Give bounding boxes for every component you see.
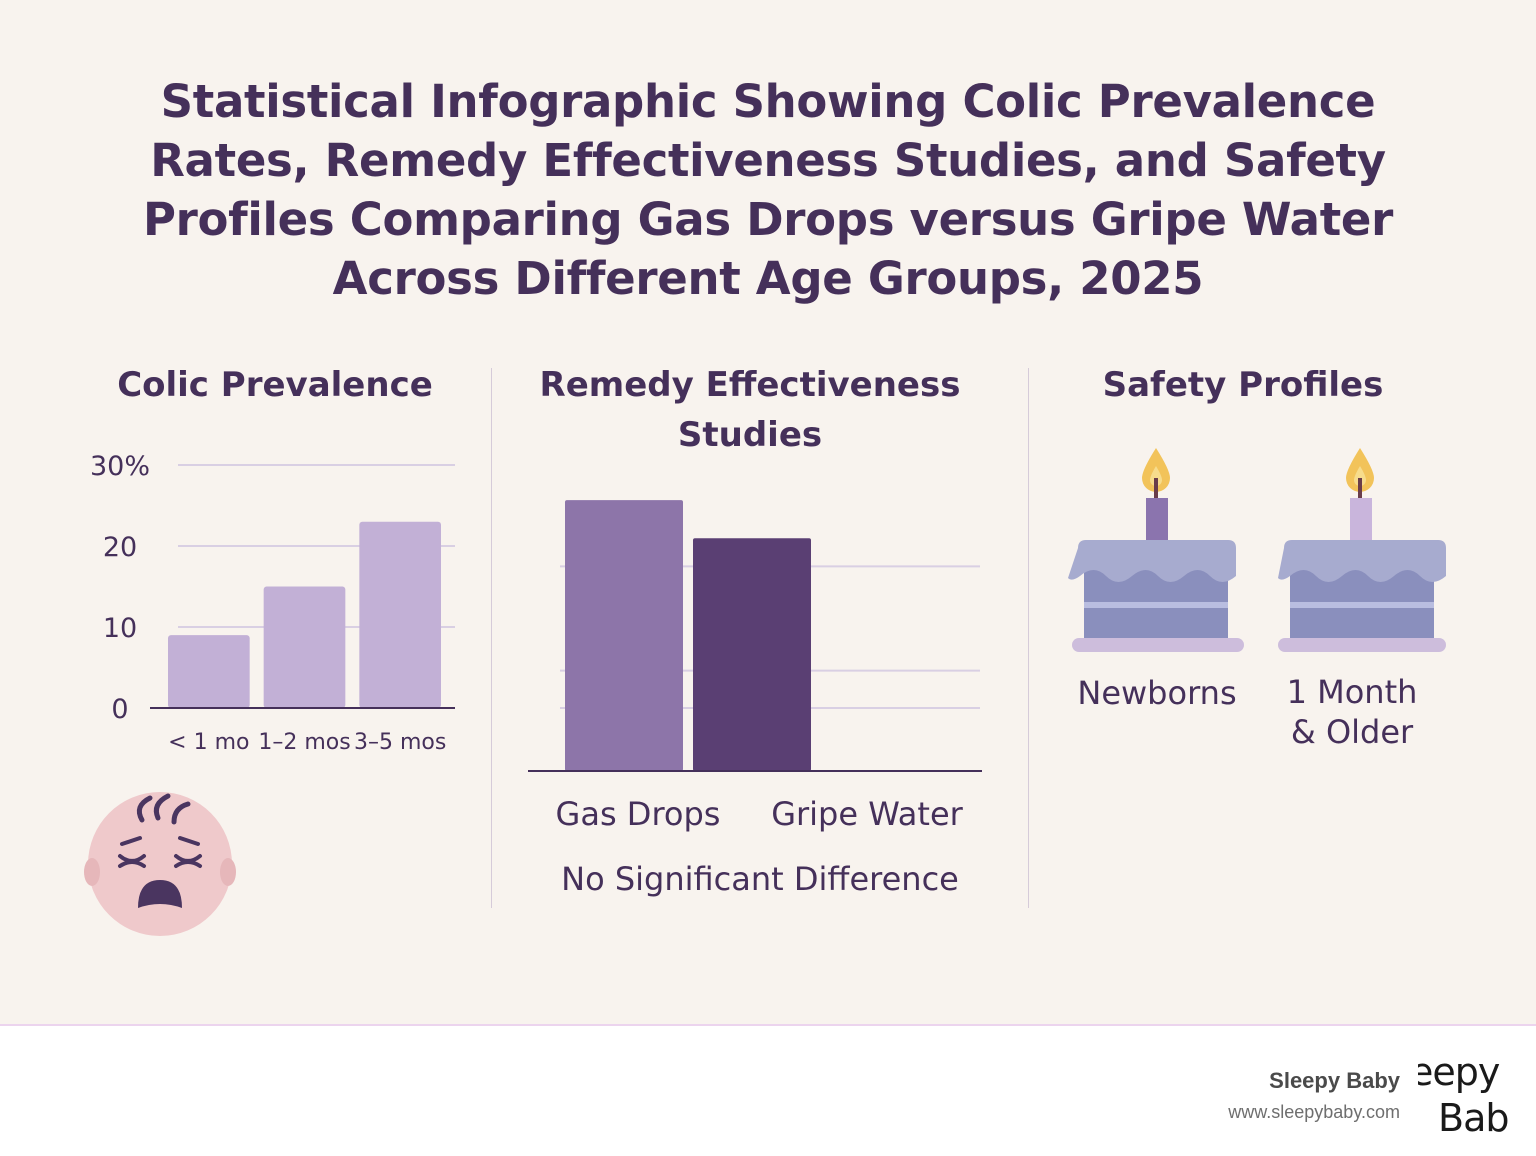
footer: Sleepy Baby www.sleepybaby.com eepy Bab bbox=[0, 1024, 1536, 1156]
chart-annotation: No Significant Difference bbox=[561, 860, 959, 898]
safety-label-newborns: Newborns bbox=[1077, 674, 1237, 712]
prevalence-bar bbox=[168, 635, 250, 708]
cake-icon-newborns bbox=[1068, 448, 1244, 652]
divider-left bbox=[491, 368, 492, 908]
brand-name: Sleepy Baby bbox=[1269, 1068, 1400, 1093]
effectiveness-chart: Gas Drops Gripe Water No Significant Diffe… bbox=[528, 500, 982, 898]
y-tick-label: 10 bbox=[103, 613, 137, 644]
prevalence-heading: Colic Prevalence bbox=[117, 365, 433, 405]
title-line-2: Rates, Remedy Effectiveness Studies, and… bbox=[150, 134, 1386, 187]
effectiveness-heading: Remedy Effectiveness Studies bbox=[500, 360, 1000, 460]
x-tick-label: 1–2 mos bbox=[258, 730, 350, 755]
sleepy-baby-logo: eepy Bab bbox=[1418, 1050, 1509, 1140]
prevalence-chart: 0 10 20 30% < 1 mo 1–2 mos 3–5 mos bbox=[90, 451, 455, 755]
x-tick-label: Gripe Water bbox=[771, 795, 963, 833]
title-line-1: Statistical Infographic Showing Colic Pr… bbox=[160, 75, 1376, 128]
safety-heading: Safety Profiles bbox=[1102, 365, 1384, 405]
y-tick-label: 20 bbox=[103, 532, 137, 563]
divider-right bbox=[1028, 368, 1029, 908]
y-tick-label: 30% bbox=[90, 451, 150, 482]
effectiveness-heading-line-2: Studies bbox=[677, 415, 823, 455]
prevalence-bar bbox=[263, 586, 346, 708]
safety-label-older: 1 Month & Older bbox=[1286, 673, 1418, 751]
brand-url[interactable]: www.sleepybaby.com bbox=[1228, 1102, 1400, 1122]
crying-baby-icon bbox=[84, 792, 236, 936]
title-line-3: Profiles Comparing Gas Drops versus Grip… bbox=[142, 193, 1394, 246]
prevalence-bar bbox=[359, 521, 441, 708]
cake-icon-older bbox=[1278, 448, 1446, 652]
gas-drops-bar bbox=[565, 500, 683, 771]
x-tick-label: Gas Drops bbox=[556, 795, 721, 833]
gripe-water-bar bbox=[693, 538, 811, 771]
title-line-4: Across Different Age Groups, 2025 bbox=[332, 252, 1204, 305]
y-tick-label: 0 bbox=[111, 694, 128, 725]
effectiveness-heading-line-1: Remedy Effectiveness bbox=[539, 365, 961, 405]
x-tick-label: 3–5 mos bbox=[354, 730, 446, 755]
x-tick-label: < 1 mo bbox=[168, 730, 249, 755]
page-title: Statistical Infographic Showing Colic Pr… bbox=[100, 72, 1436, 308]
